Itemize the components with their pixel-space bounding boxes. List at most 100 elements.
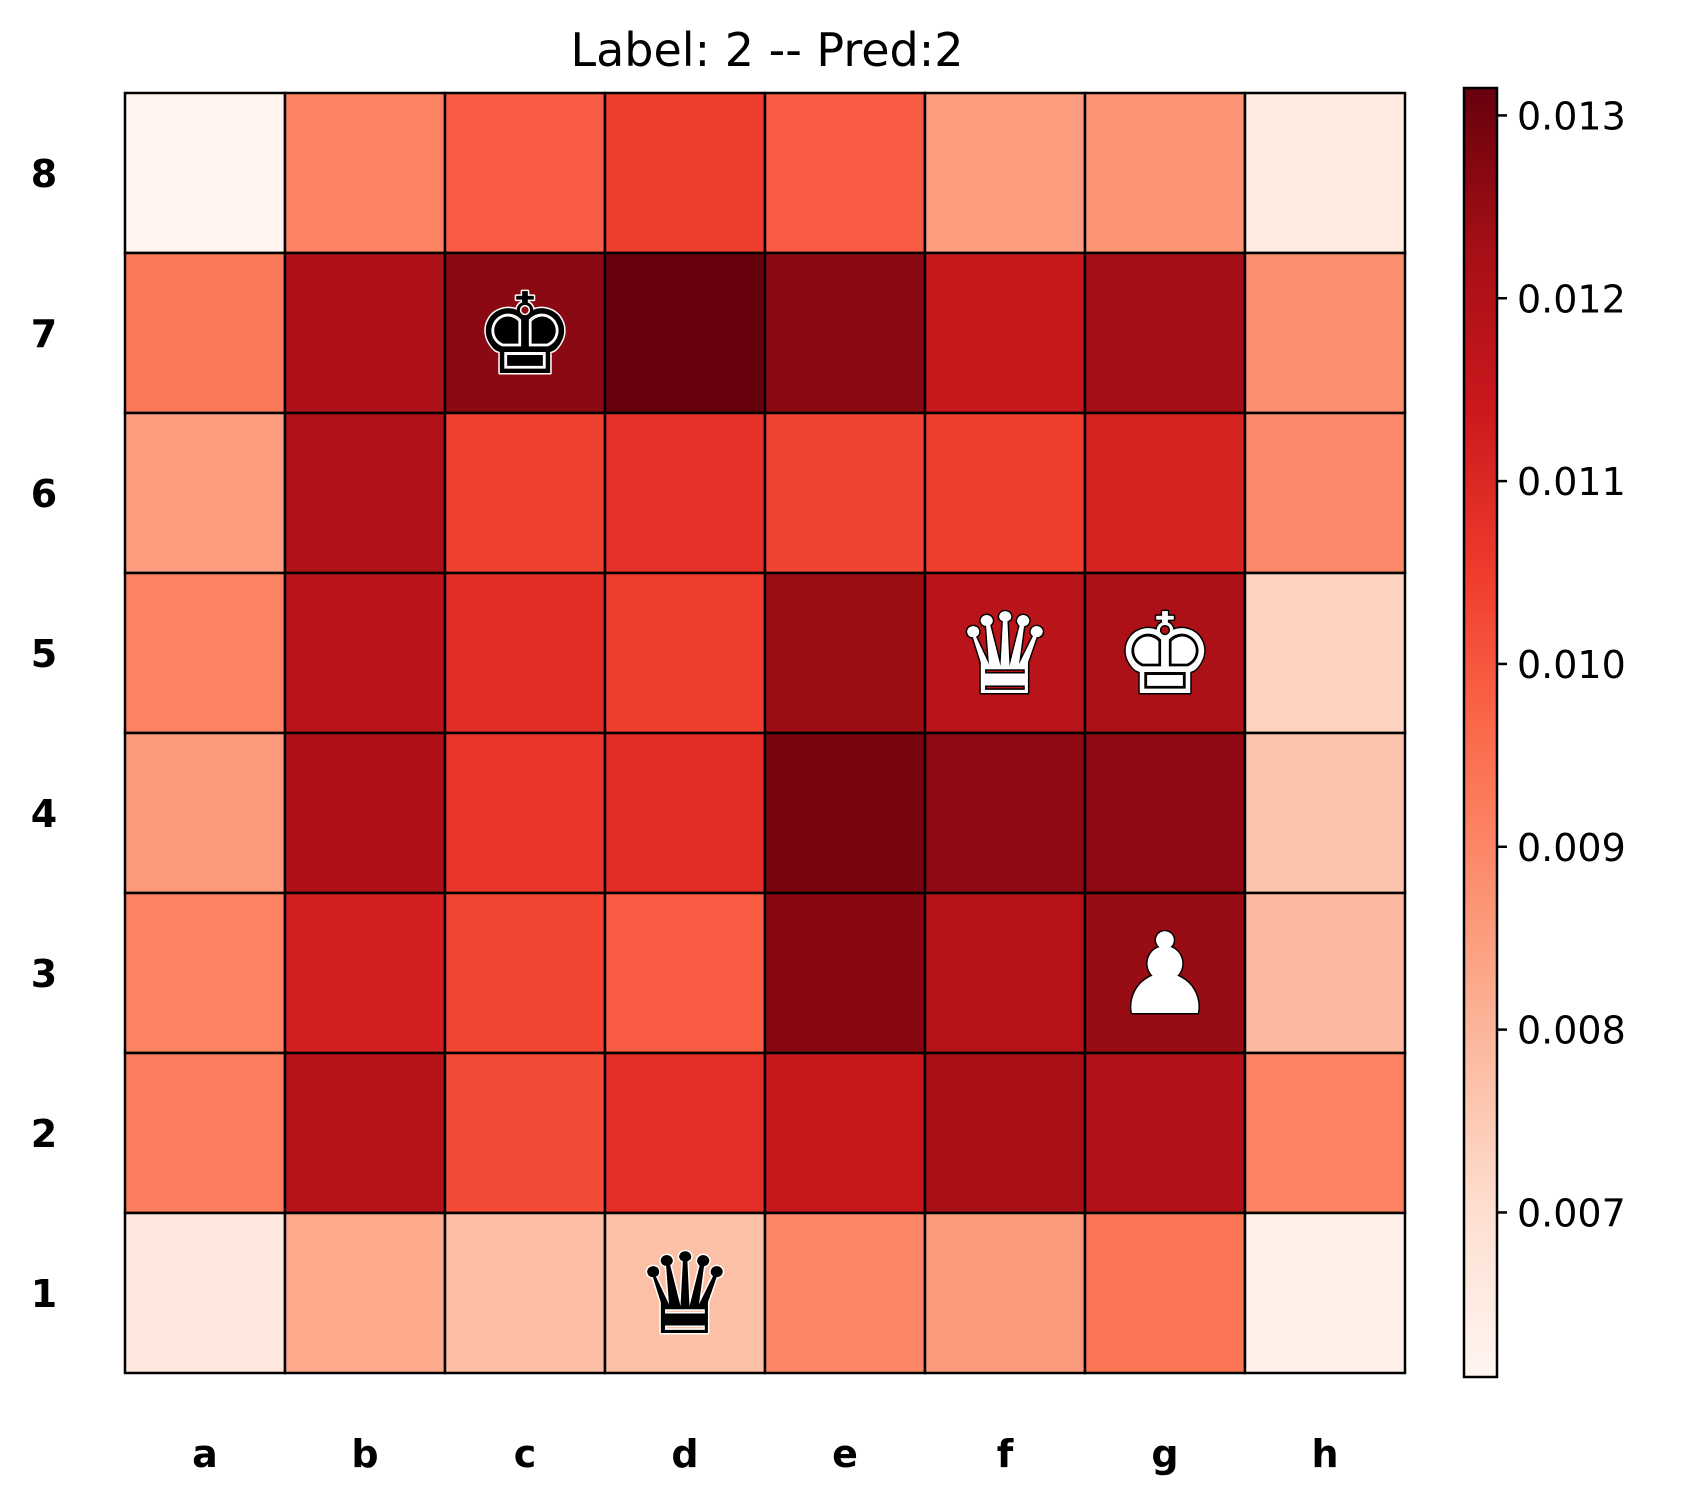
cell-b8 bbox=[283, 91, 447, 255]
cell-c2 bbox=[443, 1051, 607, 1215]
cell-d7 bbox=[603, 251, 767, 415]
cell-a4 bbox=[123, 731, 287, 895]
cell-d3 bbox=[603, 891, 767, 1055]
rank-label-4: 4 bbox=[31, 792, 57, 836]
cell-b1 bbox=[283, 1211, 447, 1375]
cell-b5 bbox=[283, 571, 447, 735]
colorbar: 0.007 0.008 0.009 0.010 0.011 0.012 0.013 bbox=[1462, 86, 1626, 1379]
cell-h3 bbox=[1243, 891, 1407, 1055]
cell-f8 bbox=[923, 91, 1087, 255]
cell-d1 bbox=[603, 1211, 767, 1375]
chart-title: Label: 2 -- Pred:2 bbox=[570, 23, 963, 77]
cell-g6 bbox=[1083, 411, 1247, 575]
cell-d6 bbox=[603, 411, 767, 575]
cell-c7 bbox=[443, 251, 607, 415]
file-label-e: e bbox=[832, 1432, 858, 1476]
file-label-g: g bbox=[1151, 1432, 1178, 1476]
cell-e6 bbox=[763, 411, 927, 575]
file-label-a: a bbox=[192, 1432, 218, 1476]
cell-e2 bbox=[763, 1051, 927, 1215]
cell-c6 bbox=[443, 411, 607, 575]
rank-label-6: 6 bbox=[31, 472, 57, 516]
cell-c1 bbox=[443, 1211, 607, 1375]
cell-h5 bbox=[1243, 571, 1407, 735]
rank-label-3: 3 bbox=[31, 952, 57, 996]
cell-c8 bbox=[443, 91, 607, 255]
cell-h4 bbox=[1243, 731, 1407, 895]
file-label-d: d bbox=[671, 1432, 698, 1476]
colorbar-tick-label: 0.010 bbox=[1517, 643, 1626, 687]
cell-a5 bbox=[123, 571, 287, 735]
colorbar-tick-label: 0.009 bbox=[1517, 826, 1626, 870]
colorbar-gradient bbox=[1462, 86, 1499, 1379]
chess-pieces: ♚ ♛ ♚ ♟ ♛ bbox=[473, 269, 1216, 1362]
cell-e3 bbox=[763, 891, 927, 1055]
cell-e5 bbox=[763, 571, 927, 735]
rank-label-2: 2 bbox=[31, 1112, 57, 1156]
rank-axis: 8 7 6 5 4 3 2 1 bbox=[31, 152, 57, 1316]
cell-a3 bbox=[123, 891, 287, 1055]
cell-c3 bbox=[443, 891, 607, 1055]
cell-a1 bbox=[123, 1211, 287, 1375]
cell-a2 bbox=[123, 1051, 287, 1215]
cell-b7 bbox=[283, 251, 447, 415]
cell-h1 bbox=[1243, 1211, 1407, 1375]
rank-label-8: 8 bbox=[31, 152, 57, 196]
cell-f3 bbox=[923, 891, 1087, 1055]
cell-d4 bbox=[603, 731, 767, 895]
colorbar-tick-label: 0.011 bbox=[1517, 460, 1626, 504]
cell-g1 bbox=[1083, 1211, 1247, 1375]
cell-d5 bbox=[603, 571, 767, 735]
cell-g3 bbox=[1083, 891, 1247, 1055]
file-label-b: b bbox=[351, 1432, 378, 1476]
heatmap-cells bbox=[123, 91, 1407, 1375]
colorbar-tick-label: 0.013 bbox=[1517, 94, 1626, 138]
cell-g2 bbox=[1083, 1051, 1247, 1215]
white-queen-icon: ♛ bbox=[955, 590, 1055, 720]
cell-f1 bbox=[923, 1211, 1087, 1375]
white-pawn-icon: ♟ bbox=[1115, 910, 1215, 1040]
cell-b2 bbox=[283, 1051, 447, 1215]
cell-h7 bbox=[1243, 251, 1407, 415]
black-queen-icon: ♛ bbox=[635, 1230, 735, 1360]
file-axis: a b c d e f g h bbox=[192, 1432, 1338, 1476]
white-king-icon: ♚ bbox=[1115, 590, 1215, 720]
colorbar-tick-label: 0.008 bbox=[1517, 1009, 1626, 1053]
cell-f4 bbox=[923, 731, 1087, 895]
rank-label-1: 1 bbox=[31, 1272, 57, 1316]
colorbar-tick-label: 0.007 bbox=[1517, 1191, 1626, 1235]
cell-c4 bbox=[443, 731, 607, 895]
cell-d8 bbox=[603, 91, 767, 255]
cell-e7 bbox=[763, 251, 927, 415]
cell-a7 bbox=[123, 251, 287, 415]
rank-label-7: 7 bbox=[31, 312, 57, 356]
black-king-icon: ♚ bbox=[475, 270, 575, 400]
cell-e8 bbox=[763, 91, 927, 255]
cell-b6 bbox=[283, 411, 447, 575]
cell-g8 bbox=[1083, 91, 1247, 255]
cell-h2 bbox=[1243, 1051, 1407, 1215]
cell-f5 bbox=[923, 571, 1087, 735]
colorbar-tick-label: 0.012 bbox=[1517, 277, 1626, 321]
cell-g4 bbox=[1083, 731, 1247, 895]
cell-h6 bbox=[1243, 411, 1407, 575]
file-label-h: h bbox=[1311, 1432, 1338, 1476]
cell-e1 bbox=[763, 1211, 927, 1375]
rank-label-5: 5 bbox=[31, 632, 57, 676]
cell-b4 bbox=[283, 731, 447, 895]
colorbar-ticks: 0.007 0.008 0.009 0.010 0.011 0.012 0.013 bbox=[1497, 94, 1626, 1235]
file-label-c: c bbox=[514, 1432, 537, 1476]
cell-g5 bbox=[1083, 571, 1247, 735]
cell-g7 bbox=[1083, 251, 1247, 415]
cell-c5 bbox=[443, 571, 607, 735]
cell-a8 bbox=[123, 91, 287, 255]
cell-f6 bbox=[923, 411, 1087, 575]
file-label-f: f bbox=[997, 1432, 1014, 1476]
cell-f7 bbox=[923, 251, 1087, 415]
cell-d2 bbox=[603, 1051, 767, 1215]
cell-h8 bbox=[1243, 91, 1407, 255]
cell-e4 bbox=[763, 731, 927, 895]
cell-b3 bbox=[283, 891, 447, 1055]
cell-a6 bbox=[123, 411, 287, 575]
